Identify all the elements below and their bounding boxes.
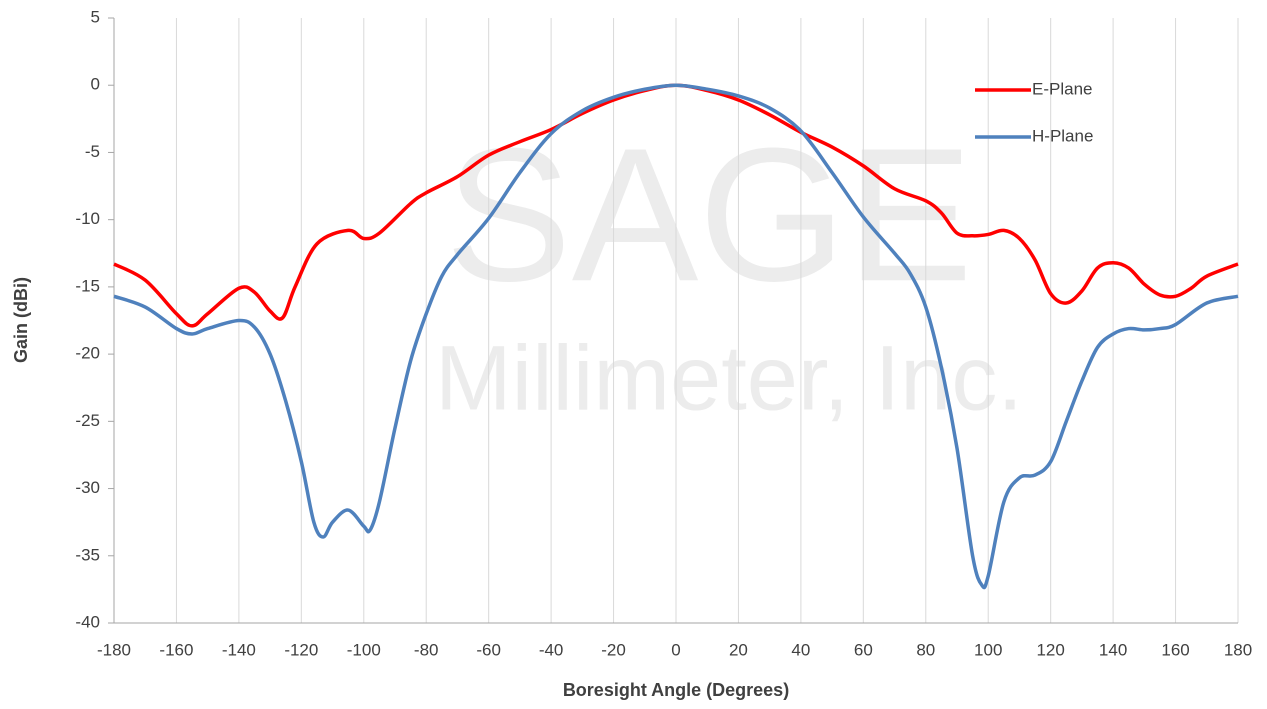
y-tick-label: 0 bbox=[91, 75, 100, 94]
y-tick-label: -15 bbox=[75, 276, 100, 295]
x-axis-title: Boresight Angle (Degrees) bbox=[563, 680, 789, 700]
x-tick-label: -80 bbox=[414, 640, 439, 659]
x-tick-label: 100 bbox=[974, 640, 1002, 659]
x-tick-label: -40 bbox=[539, 640, 564, 659]
y-tick-label: -40 bbox=[75, 612, 100, 631]
x-tick-label: -160 bbox=[159, 640, 193, 659]
x-tick-label: 20 bbox=[729, 640, 748, 659]
x-tick-label: 60 bbox=[854, 640, 873, 659]
x-tick-label: -180 bbox=[97, 640, 131, 659]
y-tick-label: -10 bbox=[75, 209, 100, 228]
y-tick-label: -30 bbox=[75, 478, 100, 497]
x-tick-label: 120 bbox=[1036, 640, 1064, 659]
x-tick-label: 0 bbox=[671, 640, 680, 659]
x-tick-label: -60 bbox=[476, 640, 501, 659]
x-tick-label: -140 bbox=[222, 640, 256, 659]
watermark: Millimeter, Inc. bbox=[435, 327, 1023, 429]
x-tick-label: -20 bbox=[601, 640, 626, 659]
y-axis-title: Gain (dBi) bbox=[11, 277, 31, 363]
x-tick-label: 160 bbox=[1161, 640, 1189, 659]
legend-label: E-Plane bbox=[1032, 79, 1092, 98]
x-tick-label: 140 bbox=[1099, 640, 1127, 659]
x-tick-label: -120 bbox=[284, 640, 318, 659]
y-tick-label: -25 bbox=[75, 411, 100, 430]
legend-label: H-Plane bbox=[1032, 126, 1093, 145]
x-tick-label: -100 bbox=[347, 640, 381, 659]
y-tick-label: 5 bbox=[91, 7, 100, 26]
series-line bbox=[113, 83, 1239, 590]
y-tick-label: -35 bbox=[75, 545, 100, 564]
series-line bbox=[113, 83, 1239, 328]
x-tick-label: 40 bbox=[791, 640, 810, 659]
x-tick-label: 80 bbox=[916, 640, 935, 659]
y-tick-label: -20 bbox=[75, 344, 100, 363]
x-tick-label: 180 bbox=[1224, 640, 1252, 659]
watermark: SAGE bbox=[445, 109, 973, 321]
y-tick-label: -5 bbox=[85, 142, 100, 161]
